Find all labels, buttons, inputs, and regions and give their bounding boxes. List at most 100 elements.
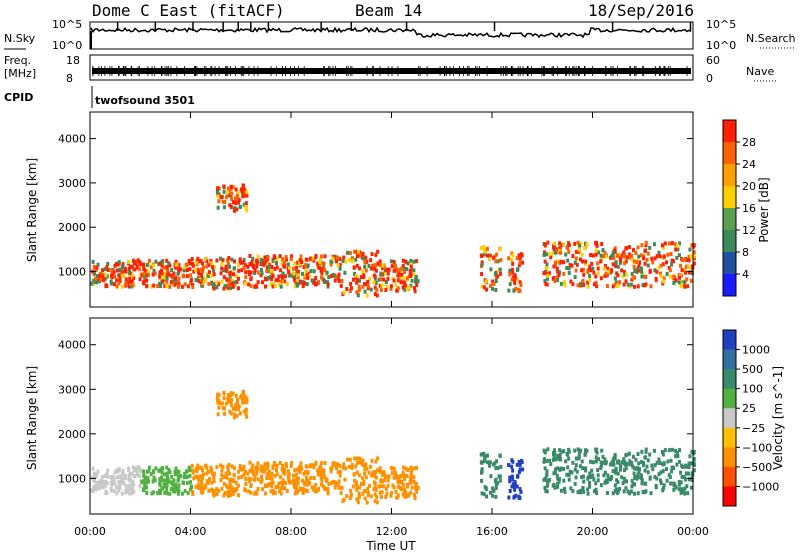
velocity-cell: [269, 489, 273, 494]
power-cell: [124, 277, 128, 282]
velocity-cell: [369, 464, 373, 469]
velocity-cell: [674, 448, 678, 453]
power-cell: [612, 248, 616, 253]
velocity-cell: [683, 486, 687, 491]
power-cell: [644, 240, 648, 245]
power-cell: [312, 258, 316, 263]
velocity-cell: [312, 487, 316, 492]
velocity-cell: [643, 468, 647, 473]
velocity-cell: [573, 467, 577, 472]
velocity-cell: [595, 450, 599, 455]
power-cell: [284, 257, 288, 262]
velocity-cell: [329, 469, 333, 474]
power-cell: [586, 280, 590, 285]
power-cell: [616, 264, 620, 269]
power-cell: [256, 270, 260, 275]
velocity-cell: [384, 494, 388, 499]
velocity-cell: [546, 480, 550, 485]
power-cell: [407, 285, 411, 290]
power-cell: [292, 271, 296, 276]
power-cell: [389, 284, 393, 289]
power-cell: [631, 257, 635, 262]
power-cell: [511, 270, 515, 275]
velocity-cell: [241, 389, 245, 394]
power-cell: [675, 255, 679, 260]
velocity-cell: [190, 463, 194, 468]
power-cell: [375, 293, 379, 298]
velocity-cell: [212, 479, 216, 484]
power-cell: [373, 267, 377, 272]
power-cell: [215, 285, 219, 290]
power-cell: [308, 274, 312, 279]
velocity-cell: [177, 489, 181, 494]
velocity-cell: [482, 492, 486, 497]
velocity-cell: [677, 459, 681, 464]
velocity-cell: [511, 468, 515, 473]
velocity-cell: [383, 478, 387, 483]
velocity-cell: [186, 491, 190, 496]
power-cell: [389, 259, 393, 264]
power-cell: [680, 268, 684, 273]
power-cell: [320, 271, 324, 276]
velocity-cell: [675, 450, 679, 455]
power-cell: [613, 276, 617, 281]
power-cell: [409, 258, 413, 263]
power-cell: [661, 279, 665, 284]
power-cell: [612, 256, 616, 261]
power-cell: [237, 197, 241, 202]
velocity-cell: [669, 481, 673, 486]
power-cell: [255, 284, 259, 289]
velocity-cell: [326, 487, 330, 492]
velocity-cell: [135, 472, 139, 477]
velocity-cell: [93, 483, 97, 488]
power-cell: [234, 274, 238, 279]
power-cell: [320, 254, 324, 259]
power-cell: [610, 253, 614, 258]
power-cell: [219, 271, 223, 276]
power-cell: [162, 275, 166, 280]
power-cell: [357, 284, 361, 289]
power-cell: [556, 269, 560, 274]
velocity-cell: [222, 493, 226, 498]
power-cell: [245, 193, 249, 198]
power-cell: [369, 258, 373, 263]
velocity-cell: [181, 480, 185, 485]
power-cell: [675, 243, 679, 248]
velocity-cell: [669, 458, 673, 463]
velocity-cell: [389, 466, 393, 471]
power-cell: [386, 271, 390, 276]
power-cell: [396, 273, 400, 278]
velocity-cell: [631, 454, 635, 459]
power-cell: [628, 284, 632, 289]
power-cell: [242, 265, 246, 270]
velocity-cell: [244, 411, 248, 416]
power-cell: [636, 245, 640, 250]
power-cell: [399, 267, 403, 272]
velocity-cell: [255, 468, 259, 473]
power-cell: [488, 253, 492, 258]
power-cell: [508, 282, 512, 287]
velocity-cell: [226, 396, 230, 401]
velocity-cell: [234, 407, 238, 412]
velocity-cell: [559, 466, 563, 471]
power-cell: [338, 266, 342, 271]
power-cell: [404, 283, 408, 288]
power-cell: [240, 268, 244, 273]
velocity-cell: [620, 460, 624, 465]
power-cell: [369, 287, 373, 292]
velocity-cell: [651, 467, 655, 472]
power-cell: [163, 283, 167, 288]
velocity-cell: [553, 457, 557, 462]
power-cell: [244, 201, 248, 206]
velocity-cell: [248, 468, 252, 473]
power-cell: [567, 243, 571, 248]
power-cell: [410, 278, 414, 283]
velocity-cell: [357, 494, 361, 499]
power-cell: [194, 268, 198, 273]
velocity-cell: [233, 487, 237, 492]
velocity-cell: [605, 490, 609, 495]
velocity-cell: [364, 475, 368, 480]
velocity-cell: [404, 490, 408, 495]
velocity-cell: [253, 491, 257, 496]
power-cell: [350, 259, 354, 264]
